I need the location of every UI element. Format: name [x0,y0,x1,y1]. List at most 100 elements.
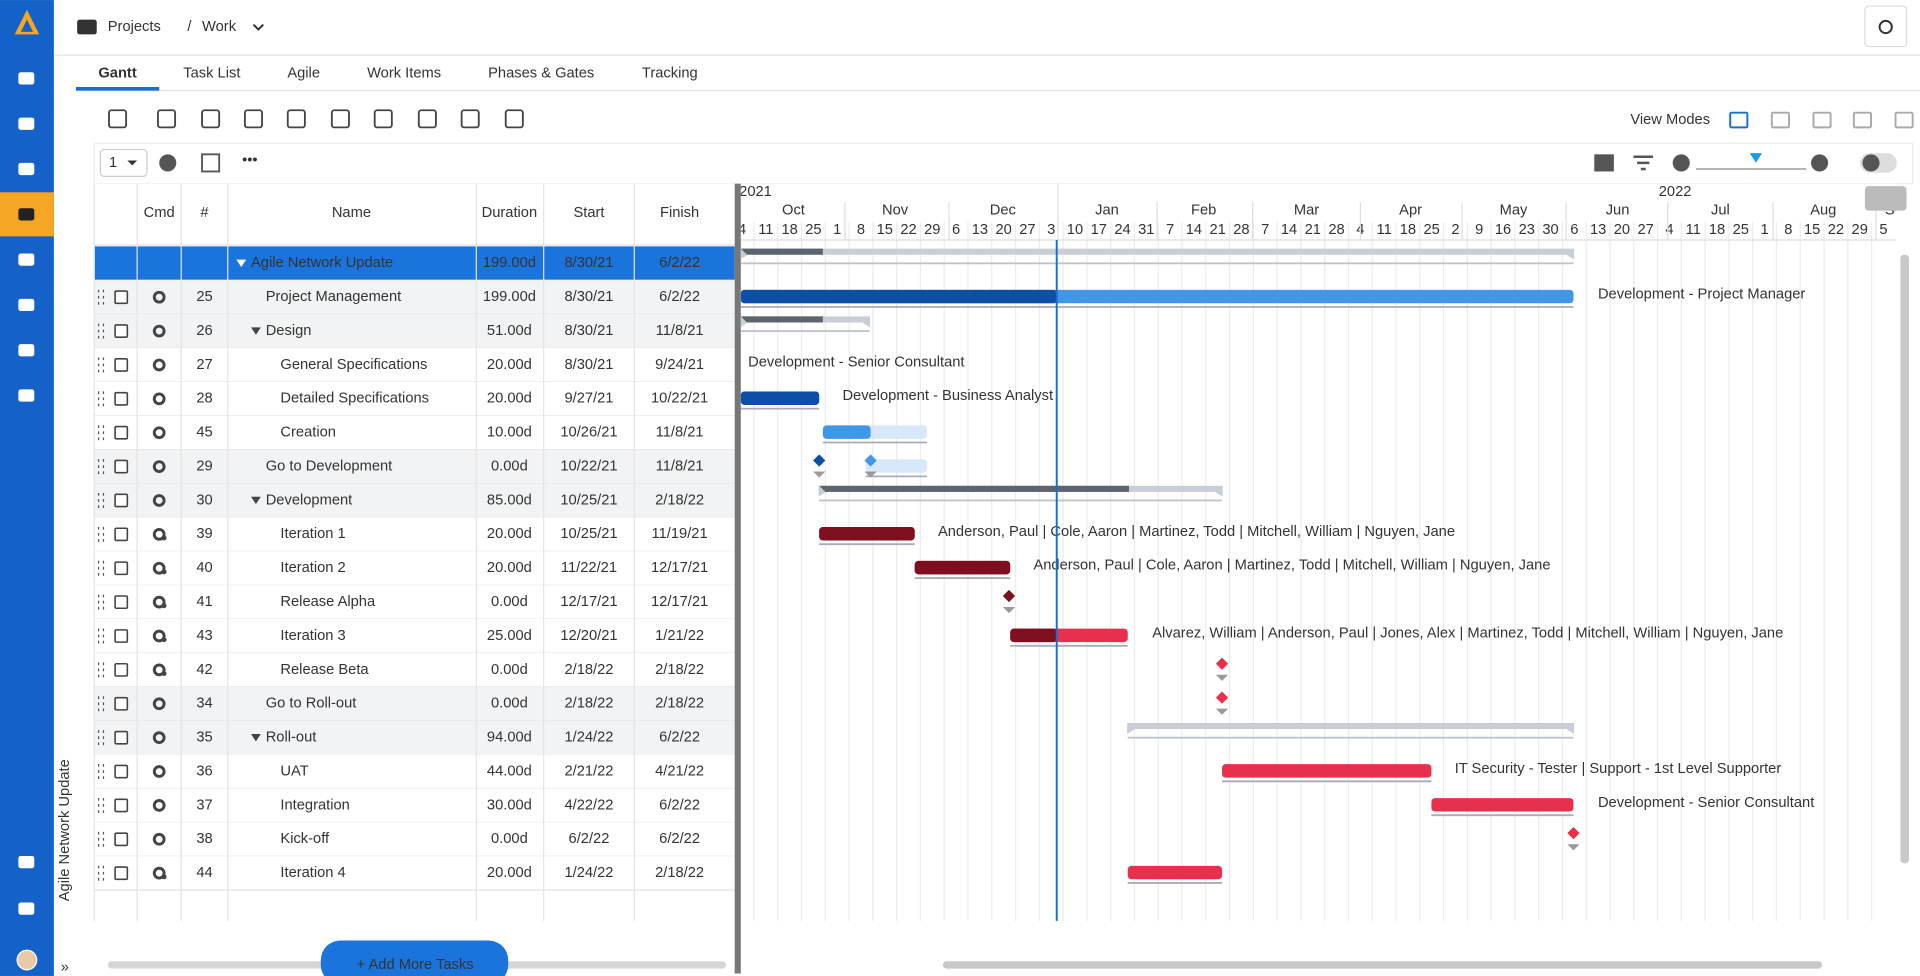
nav-icon[interactable] [18,855,35,869]
table-row[interactable]: 30 Development 85.00d 10/25/21 2/18/22 [94,483,735,519]
toolbar-button[interactable] [286,109,306,129]
cmd-icon[interactable] [152,561,166,575]
drag-handle[interactable] [97,594,105,610]
cmd-icon[interactable] [152,460,166,473]
gantt-h-scrollbar[interactable] [942,961,1823,969]
row-checkbox[interactable] [114,391,129,406]
view-mode-button[interactable] [1729,111,1749,129]
row-checkbox[interactable] [114,527,129,542]
table-row[interactable]: 41 Release Alpha 0.00d 12/17/21 12/17/21 [94,585,735,620]
column-header[interactable]: Finish [660,205,699,221]
tab[interactable]: Gantt [98,65,136,81]
add-button[interactable] [159,154,177,172]
view-mode-button[interactable] [1770,111,1790,129]
table-row[interactable]: 28 Detailed Specifications 20.00d 9/27/21 10… [94,381,735,417]
cmd-icon[interactable] [152,290,166,304]
row-checkbox[interactable] [114,358,129,372]
table-row[interactable]: 44 Iteration 4 20.00d 1/24/22 2/18/22 [94,856,735,891]
row-checkbox[interactable] [114,798,129,813]
cmd-icon[interactable] [152,731,166,745]
drag-handle[interactable] [97,696,105,712]
cmd-icon[interactable] [152,392,166,406]
row-checkbox[interactable] [114,629,129,643]
cmd-icon[interactable] [152,832,166,846]
task-bar[interactable] [865,459,927,473]
column-header[interactable]: Duration [482,205,538,221]
gantt-v-scrollbar[interactable] [1900,254,1909,864]
splitter[interactable] [734,183,741,974]
toolbar-button[interactable] [201,109,221,129]
expand-caret[interactable] [251,733,261,742]
drag-handle[interactable] [97,797,105,813]
cmd-icon[interactable] [152,324,166,338]
table-row[interactable]: 38 Kick-off 0.00d 6/2/22 6/2/22 [94,822,735,857]
table-row[interactable]: 37 Integration 30.00d 4/22/22 6/2/22 [94,788,735,823]
drag-handle[interactable] [97,865,105,881]
drag-handle[interactable] [97,730,105,746]
nav-icon[interactable] [18,162,35,176]
toolbar-button[interactable] [417,109,437,129]
expand-caret[interactable] [251,327,261,335]
toolbar-button[interactable] [330,109,350,129]
summary-bar[interactable] [740,248,1574,255]
drag-handle[interactable] [97,391,105,407]
refresh-button[interactable] [1864,5,1908,48]
drag-handle[interactable] [97,357,105,373]
table-row[interactable]: 27 General Specifications 20.00d 8/30/21 9/2… [94,348,735,383]
cmd-icon[interactable] [152,426,166,440]
task-bar[interactable] [1222,764,1432,778]
nav-icon[interactable] [18,389,35,402]
column-header[interactable]: Name [332,205,371,221]
nav-icon[interactable] [18,72,35,85]
drag-handle[interactable] [97,425,105,441]
drag-handle[interactable] [97,560,105,576]
import-button[interactable] [201,153,221,173]
column-header[interactable]: Start [573,205,604,221]
filter-button[interactable] [1633,155,1654,171]
nav-icon[interactable] [18,902,35,915]
cmd-icon[interactable] [152,494,166,507]
table-row[interactable]: 43 Iteration 3 25.00d 12/20/21 1/21/22 [94,619,735,654]
expand-caret[interactable] [236,259,247,267]
cmd-icon[interactable] [152,799,166,812]
toolbar-button[interactable] [243,109,263,129]
drag-handle[interactable] [97,831,105,847]
toolbar-button[interactable] [157,109,177,129]
gantt-settings[interactable] [1864,186,1907,211]
table-row[interactable]: 35 Roll-out 94.00d 1/24/22 6/2/22 [94,720,735,756]
toolbar-button[interactable] [460,109,480,129]
row-checkbox[interactable] [114,425,129,440]
row-checkbox[interactable] [114,832,129,847]
page-select[interactable] [99,148,148,177]
tab[interactable]: Task List [183,65,240,81]
collapse-icon[interactable]: » [61,959,69,975]
nav-icon[interactable] [18,253,35,266]
row-checkbox[interactable] [114,290,129,305]
breadcrumb[interactable]: Projects [108,19,161,35]
zoom-thumb[interactable] [1749,153,1763,163]
more-button[interactable]: ••• [242,152,257,168]
view-mode-button[interactable] [1894,111,1914,129]
milestone[interactable] [1215,691,1229,704]
milestone[interactable] [1567,827,1580,840]
tab[interactable]: Agile [287,65,320,81]
milestone[interactable] [1215,657,1229,670]
drag-handle[interactable] [97,323,105,339]
row-checkbox[interactable] [114,561,129,576]
summary-bar[interactable] [1127,722,1574,730]
column-header[interactable]: Cmd [144,205,175,221]
zoom-out[interactable] [1672,154,1690,172]
table-row[interactable]: 39 Iteration 1 20.00d 10/25/21 11/19/21 [94,517,735,552]
row-checkbox[interactable] [114,866,129,881]
table-row[interactable]: Agile Network Update 199.00d 8/30/21 6/2/22 [94,246,735,281]
nav-icon[interactable] [18,117,35,130]
drag-handle[interactable] [97,289,105,305]
cmd-icon[interactable] [152,697,166,711]
table-row[interactable]: 36 UAT 44.00d 2/21/22 4/21/22 [94,754,735,790]
table-row[interactable]: 45 Creation 10.00d 10/26/21 11/8/21 [94,415,735,451]
milestone[interactable] [864,454,877,467]
row-checkbox[interactable] [114,595,129,610]
cmd-icon[interactable] [152,765,166,778]
cmd-icon[interactable] [152,663,166,677]
cmd-icon[interactable] [152,358,166,372]
